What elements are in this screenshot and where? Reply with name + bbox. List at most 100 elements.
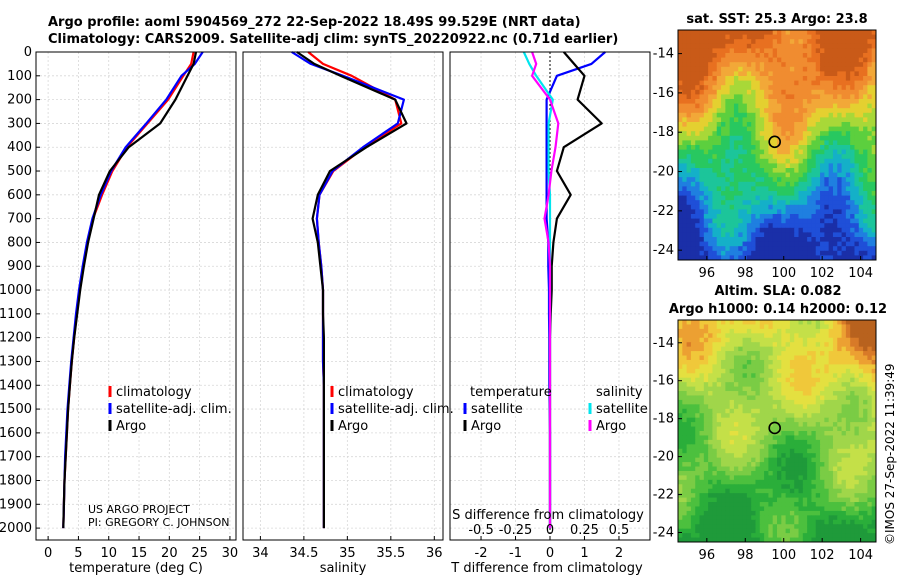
map-cell [794,342,800,348]
map-cell [751,417,756,423]
map-cell [867,448,873,454]
map-cell [811,140,817,146]
map-cell [854,135,860,141]
map-cell [871,168,877,174]
map-cell [695,62,701,68]
map-cell [832,209,838,215]
map-cell [712,126,718,132]
map-cell [863,57,868,63]
map-cell [802,413,808,419]
map-cell [755,386,761,392]
map-cell [721,439,726,445]
map-cell [729,444,735,450]
map-cell [699,462,705,468]
map-cell [716,191,722,197]
map-cell [781,328,787,334]
map-cell [871,351,877,357]
map-cell [824,191,830,197]
map-cell [794,250,800,256]
map-cell [725,435,731,441]
map-cell [841,168,847,174]
map-cell [824,186,830,192]
map-cell [738,218,744,224]
map-cell [716,108,722,114]
map-cell [854,131,860,137]
map-cell [721,506,726,512]
map-cell [759,373,765,379]
map-cell [686,131,692,137]
map-cell [699,395,705,401]
map-cell [798,439,804,445]
map-cell [751,515,756,521]
map-cell [729,479,735,485]
map-cell [746,453,752,459]
map-cell [785,435,791,441]
map-cell [824,209,830,215]
map-cell [837,186,843,192]
map-cell [678,391,683,396]
map-cell [712,337,718,343]
map-cell [686,99,692,105]
map-cell [832,80,838,86]
map-cell [695,524,701,530]
map-cell [807,462,812,468]
map-cell [794,177,800,183]
map-cell [686,417,692,423]
map-cell [708,399,713,405]
map-cell [820,417,825,423]
map-cell [811,76,817,82]
map-cell [828,145,834,151]
map-cell [742,66,748,72]
map-cell [733,214,739,220]
map-cell [802,131,808,137]
map-cell [781,368,787,374]
map-cell [690,431,696,436]
map-cell [708,149,713,155]
map-cell [768,195,774,201]
map-cell [682,528,688,534]
map-cell [777,462,782,468]
map-cell [837,168,843,174]
map-cell [820,246,825,252]
map-cell [871,386,877,392]
map-cell [850,168,855,174]
map-cell [759,502,765,507]
map-cell [854,346,860,352]
map-cell [768,218,774,224]
map-cell [738,533,744,539]
map-cell [807,475,812,481]
map-cell [678,404,683,410]
map-cell [841,528,847,534]
map-cell [733,94,739,100]
map-cell [678,117,683,123]
map-cell [699,377,705,383]
map-cell [768,149,774,155]
map-cell [858,506,864,512]
map-cell [733,89,739,95]
map-cell [764,168,769,174]
map-cell [815,377,821,383]
map-cell [798,457,804,463]
map-cell [733,209,739,215]
map-cell [768,506,774,512]
map-cell [850,145,855,151]
map-cell [742,408,748,414]
map-cell [729,342,735,348]
map-cell [759,71,765,77]
map-cell [699,89,705,95]
map-cell [742,34,748,40]
map-cell [815,359,821,365]
map-cell [832,149,838,155]
map-cell [716,479,722,485]
map-cell [759,48,765,54]
map-cell [721,413,726,419]
map-cell [678,417,683,423]
map-cell [837,94,843,100]
map-cell [703,493,709,499]
map-cell [751,112,756,118]
map-cell [690,122,696,128]
map-cell [811,453,817,459]
map-cell [690,214,696,220]
map-cell [807,94,812,100]
map-cell [712,43,718,49]
